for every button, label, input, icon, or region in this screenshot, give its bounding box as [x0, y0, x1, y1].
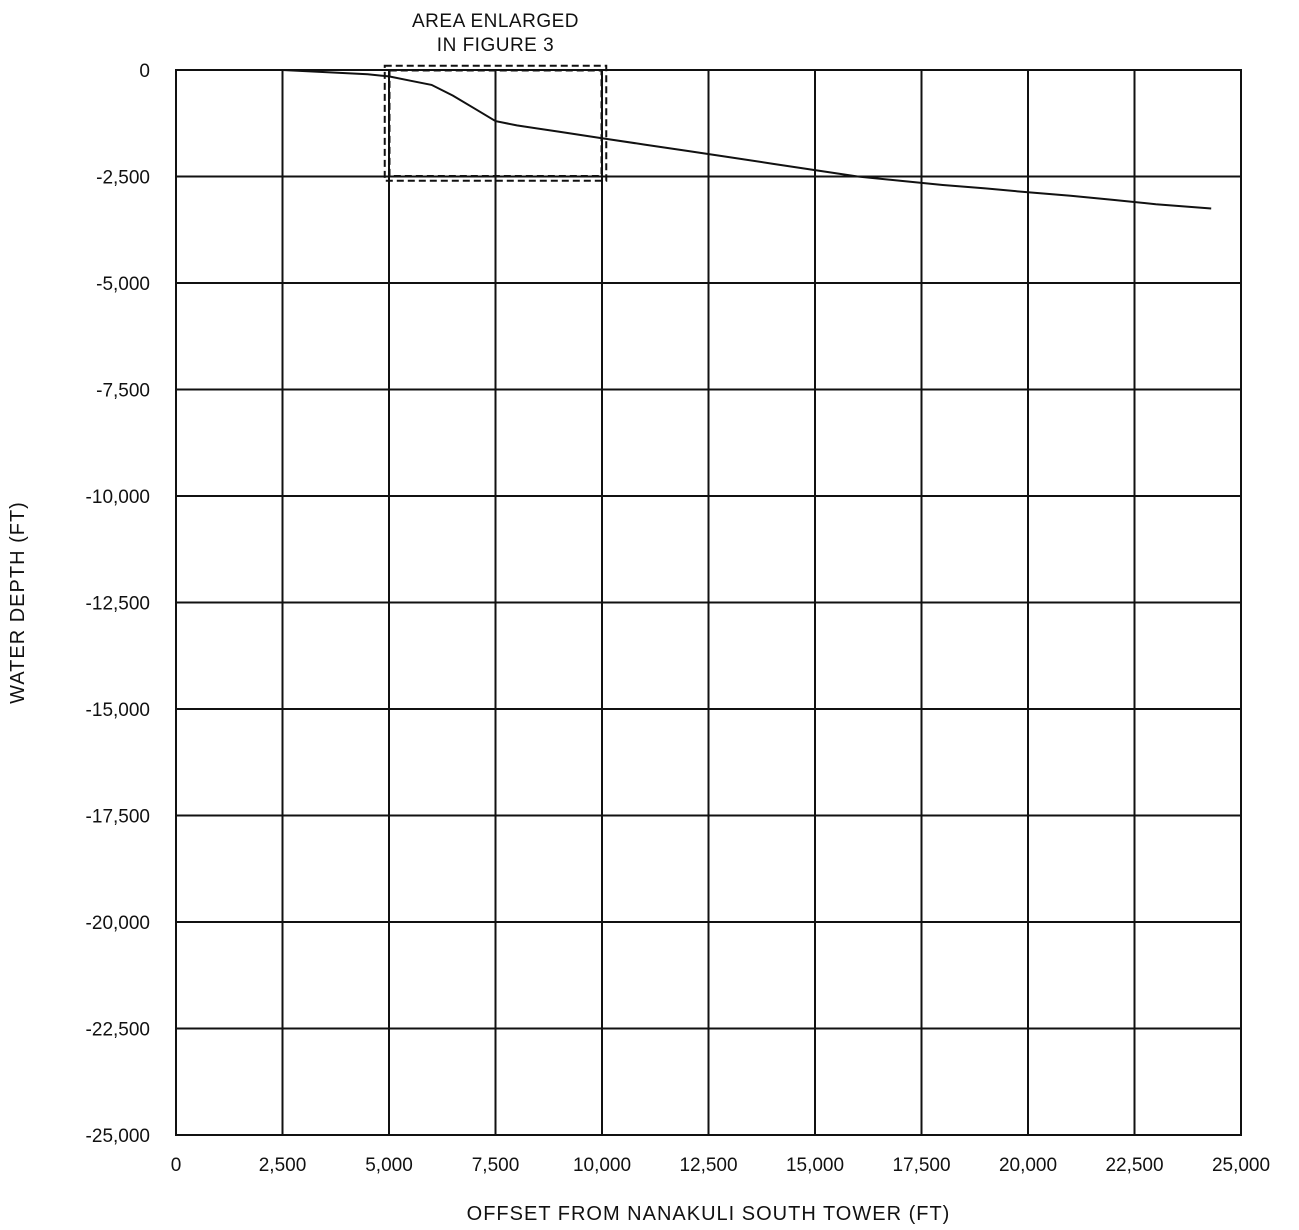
y-tick-label: -10,000	[86, 487, 150, 508]
y-tick-label: -17,500	[86, 807, 150, 828]
y-axis-ticks: 0 -2,500 -5,000 -7,500 -10,000 -12,500 -15,000…	[86, 61, 150, 1147]
y-tick-label: -7,500	[96, 381, 150, 402]
annotation-layer: AREA ENLARGED IN FIGURE 3	[383, 11, 608, 182]
grid	[175, 69, 1242, 1136]
annotation-box	[383, 64, 608, 182]
y-axis-title: WATER DEPTH (FT)	[7, 501, 29, 704]
x-tick-label: 7,500	[472, 1155, 520, 1176]
x-tick-label: 22,500	[1105, 1155, 1163, 1176]
y-tick-label: 0	[139, 61, 150, 82]
x-tick-label: 15,000	[786, 1155, 844, 1176]
y-tick-label: -15,000	[86, 700, 150, 721]
y-tick-label: -22,500	[86, 1020, 150, 1041]
y-tick-label: -25,000	[86, 1126, 150, 1147]
x-tick-label: 12,500	[679, 1155, 737, 1176]
x-tick-label: 25,000	[1212, 1155, 1270, 1176]
x-tick-label: 20,000	[999, 1155, 1057, 1176]
x-tick-label: 0	[171, 1155, 182, 1176]
x-axis-ticks: 0 2,500 5,000 7,500 10,000 12,500 15,000 17,500…	[171, 1155, 1270, 1176]
y-tick-label: -12,500	[86, 594, 150, 615]
y-tick-label: -20,000	[86, 913, 150, 934]
y-tick-label: -2,500	[96, 168, 150, 189]
x-tick-label: 17,500	[892, 1155, 950, 1176]
series-line	[282, 69, 1212, 210]
x-tick-label: 10,000	[573, 1155, 631, 1176]
plot-frame	[175, 69, 1242, 1136]
annotation-label: AREA ENLARGED	[412, 11, 579, 32]
annotation-box-inner	[388, 69, 603, 177]
x-tick-label: 5,000	[365, 1155, 413, 1176]
y-tick-label: -5,000	[96, 274, 150, 295]
series-layer	[282, 69, 1212, 210]
annotation-label: IN FIGURE 3	[437, 35, 554, 56]
x-tick-label: 2,500	[259, 1155, 307, 1176]
x-axis-title: OFFSET FROM NANAKULI SOUTH TOWER (FT)	[467, 1203, 951, 1225]
